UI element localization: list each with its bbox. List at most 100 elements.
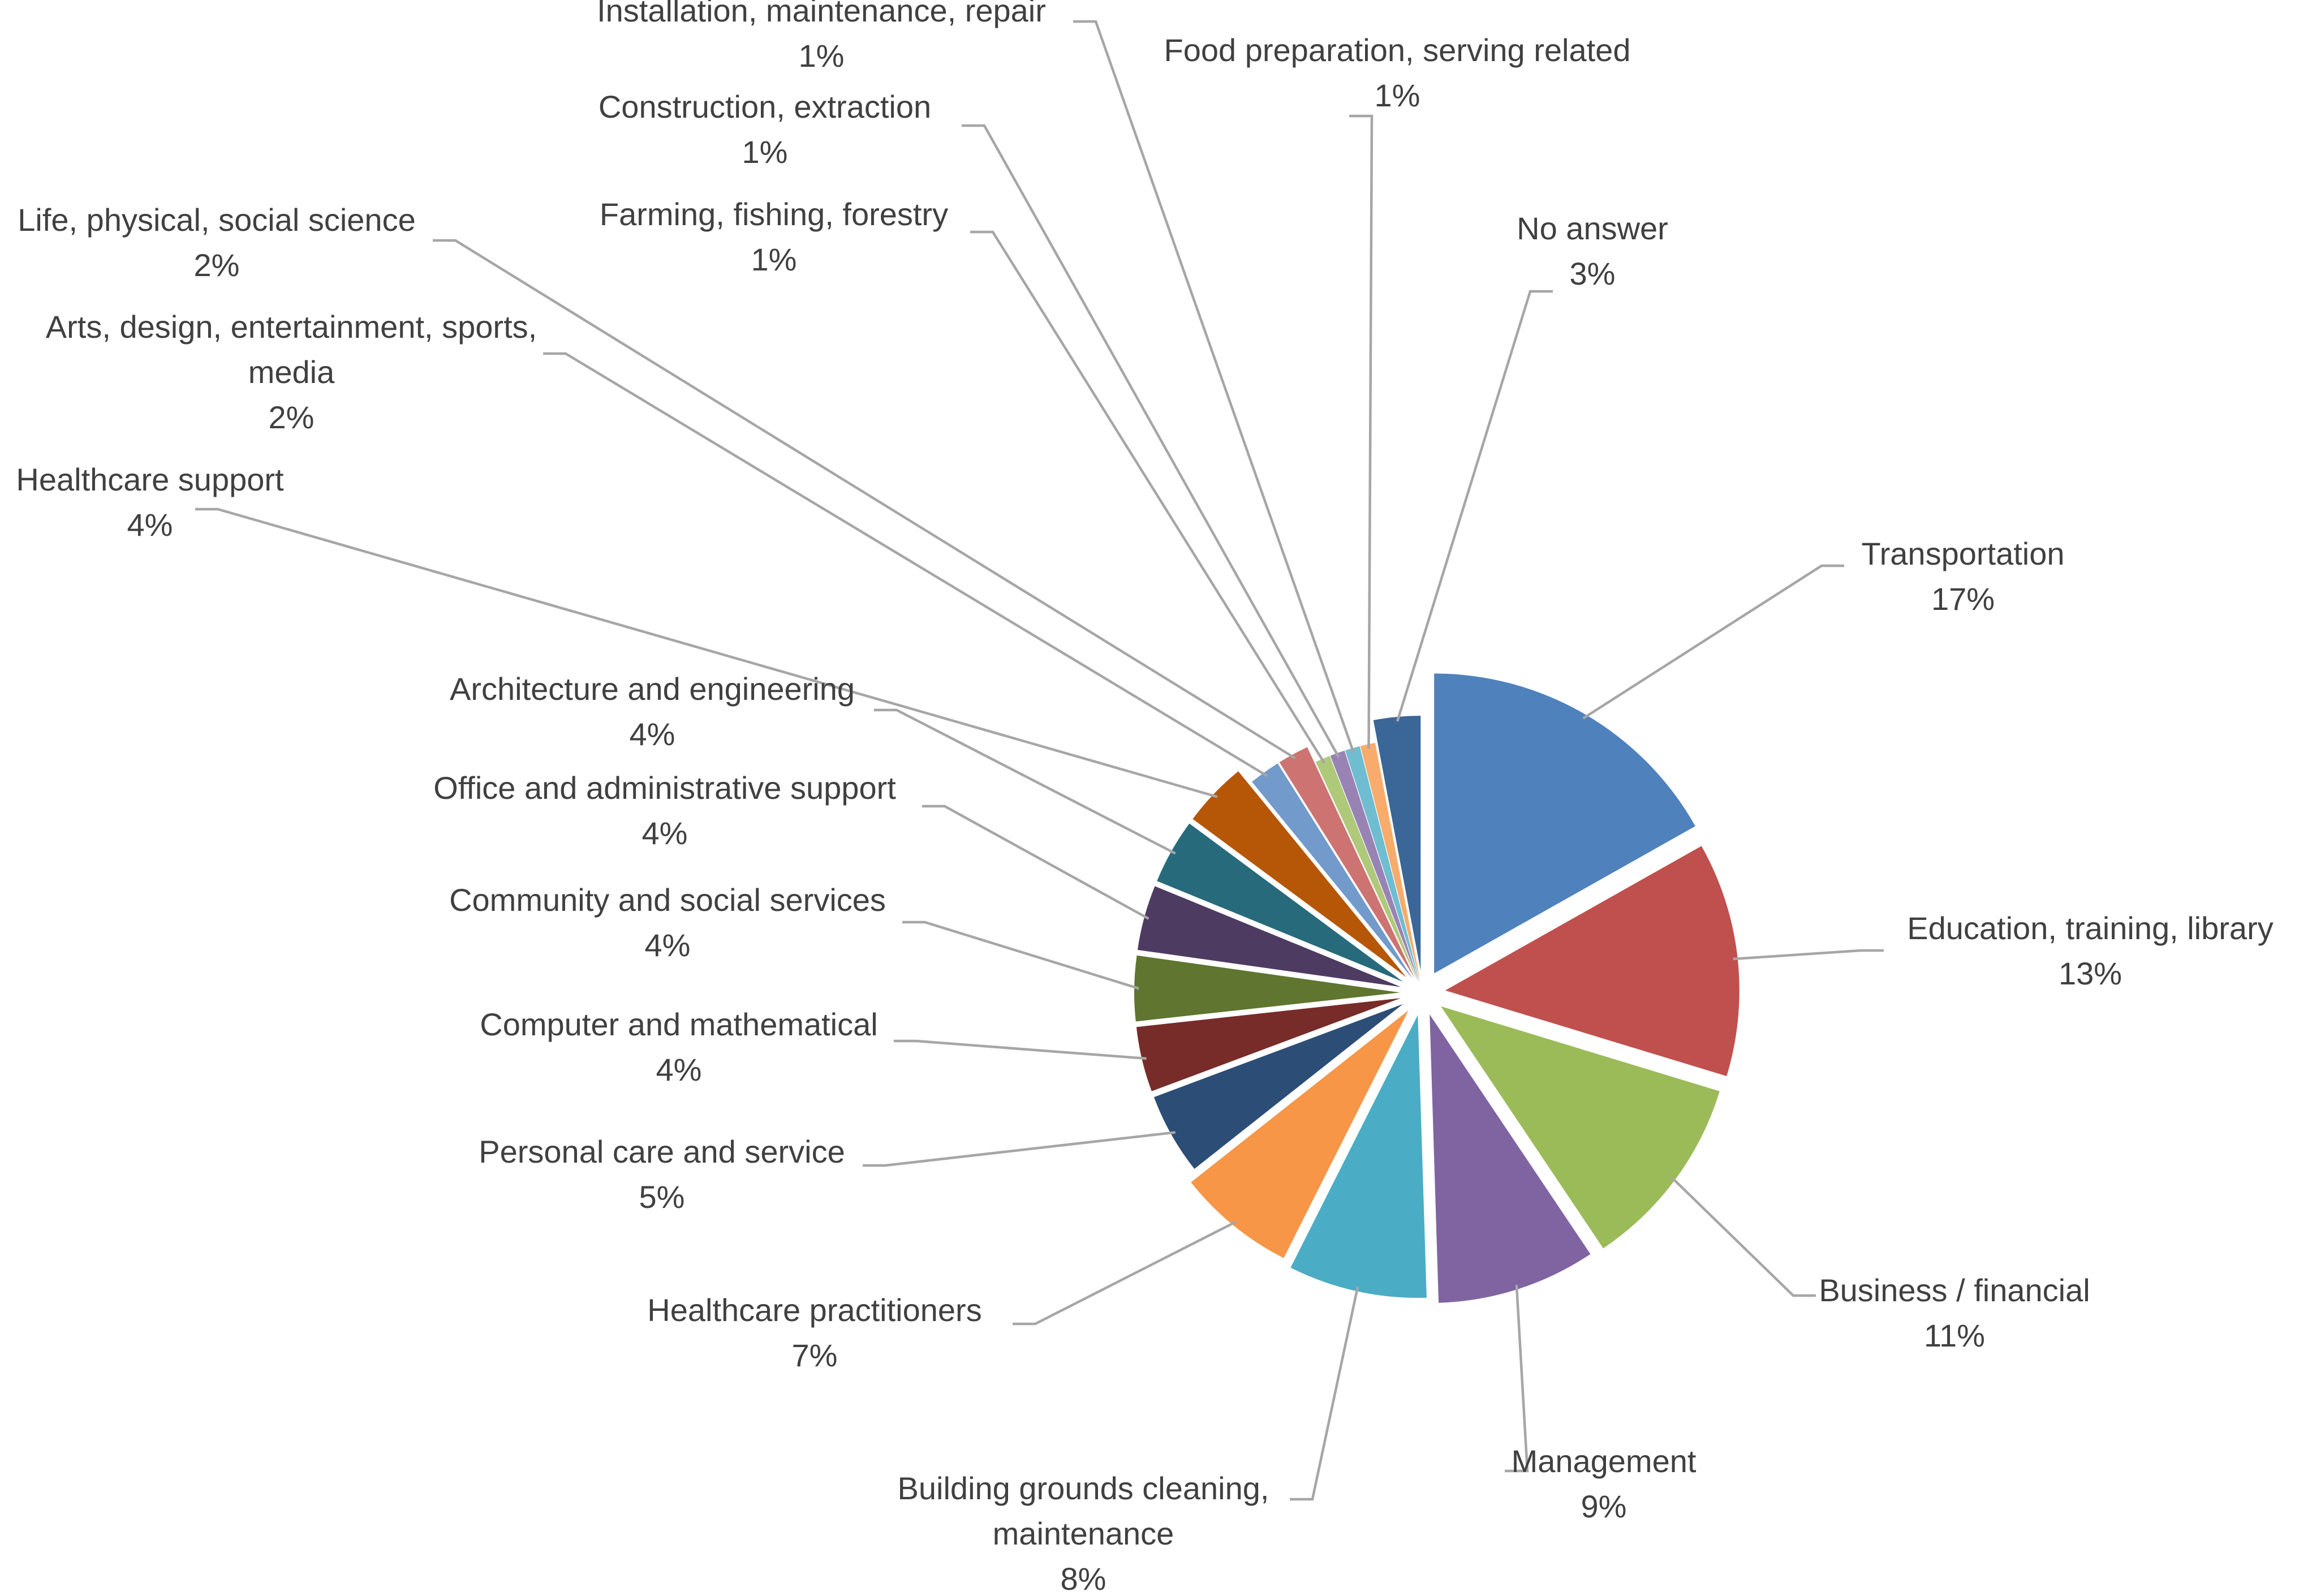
leader-line (1733, 949, 1884, 961)
pie-slice-food-preparation-serving-related (1360, 742, 1420, 982)
slice-category-label: media (248, 354, 335, 390)
leader-line (1396, 290, 1553, 722)
slice-category-label: No answer (1517, 210, 1668, 246)
leader-line (922, 805, 1149, 920)
slice-category-label: Construction, extraction (599, 89, 931, 124)
slice-value-label: 3% (1570, 256, 1616, 291)
slice-category-label: Community and social services (449, 882, 886, 918)
slice-value-label: 2% (269, 399, 315, 435)
slice-label: Education, training, library 13% (1907, 910, 2273, 991)
leader-line (902, 920, 1139, 990)
slice-category-label: Farming, fishing, forestry (600, 196, 948, 232)
slice-category-label: Business / financial (1819, 1272, 2090, 1308)
pie-slice-architecture-and-engineering (1157, 823, 1403, 982)
slice-category-label: Office and administrative support (433, 770, 896, 806)
slice-value-label: 1% (1375, 78, 1420, 113)
slice-label: Community and social services 4% (449, 882, 886, 963)
slice-value-label: 1% (751, 242, 797, 277)
slice-category-label: Education, training, library (1907, 910, 2273, 946)
slice-label: Farming, fishing, forestry 1% (600, 196, 948, 277)
slice-category-label: Life, physical, social science (18, 202, 415, 238)
leader-line (874, 708, 1176, 855)
pie-slice-farming-fishing-forestry (1315, 756, 1419, 983)
pie-slice-installation-maintenance-repair (1345, 746, 1420, 982)
slice-label: Management 9% (1512, 1443, 1697, 1524)
slice-value-label: 4% (656, 1052, 702, 1087)
slice-label: Healthcare practitioners 7% (647, 1292, 981, 1373)
slice-label: Life, physical, social science 2% (18, 202, 415, 283)
slice-category-label: Architecture and engineering (450, 671, 855, 707)
pie-slice-personal-care-and-service (1153, 1004, 1403, 1169)
slice-label: Food preparation, serving related 1% (1164, 32, 1631, 113)
slice-value-label: 4% (645, 927, 691, 963)
leader-line (1290, 1286, 1359, 1501)
pie-slice-business-financial (1441, 1006, 1720, 1249)
slice-category-label: Arts, design, entertainment, sports, (46, 309, 537, 345)
slice-label: Transportation 17% (1862, 536, 2065, 617)
leader-line (863, 1131, 1176, 1167)
slice-category-label: Management (1512, 1443, 1697, 1479)
slice-value-label: 13% (2059, 956, 2122, 991)
slice-value-label: 5% (639, 1179, 685, 1215)
slice-value-label: 2% (194, 247, 240, 283)
pie-slices (1134, 673, 1740, 1303)
slice-label: Personal care and service 5% (479, 1134, 845, 1215)
leader-lines (195, 20, 1884, 1501)
slice-label: Business / financial 11% (1819, 1272, 2090, 1353)
slice-value-label: 17% (1931, 581, 1995, 617)
pie-slice-community-and-social-services (1134, 955, 1401, 1022)
slice-value-label: 4% (630, 716, 675, 752)
pie-slice-arts-design-entertainment-sports-media (1252, 763, 1413, 979)
pie-slice-office-and-administrative-support (1137, 886, 1401, 987)
pie-slice-life-physical-social-science (1279, 747, 1415, 978)
slice-value-label: 1% (799, 38, 845, 74)
slice-label: Office and administrative support 4% (433, 770, 896, 851)
slice-label: Installation, maintenance, repair 1% (597, 0, 1046, 74)
slice-label: Healthcare support 4% (16, 462, 284, 543)
pie-slice-construction-extraction (1330, 750, 1419, 983)
slice-label: No answer 3% (1517, 210, 1668, 291)
leader-line (195, 507, 1218, 798)
slice-category-label: Transportation (1862, 536, 2065, 571)
slice-category-label: Building grounds cleaning, (898, 1470, 1269, 1506)
leader-line (962, 124, 1340, 758)
slice-label: Construction, extraction 1% (599, 89, 931, 170)
leader-line (543, 352, 1268, 777)
leader-line (1013, 1220, 1237, 1326)
slice-category-label: Installation, maintenance, repair (597, 0, 1046, 28)
slice-label: Building grounds cleaning, maintenance 8% (898, 1470, 1269, 1596)
slice-category-label: Computer and mathematical (480, 1006, 877, 1042)
leader-line (894, 1039, 1147, 1060)
leader-line (1670, 1176, 1816, 1297)
pie-slice-management (1430, 1014, 1591, 1303)
slice-value-label: 4% (642, 815, 688, 851)
pie-slice-no-answer (1373, 716, 1421, 971)
slice-category-label: Healthcare practitioners (647, 1292, 981, 1328)
pie-slice-building-grounds-cleaning-maintenance (1290, 1015, 1427, 1298)
pie-slice-healthcare-support (1192, 771, 1407, 978)
slice-value-label: 11% (1924, 1318, 1985, 1353)
slice-category-label: maintenance (993, 1516, 1174, 1551)
slice-labels: Transportation 17% Education, training, li… (16, 0, 2273, 1596)
pie-slice-healthcare-practitioners (1191, 1010, 1409, 1258)
leader-line (1349, 114, 1374, 749)
slice-label: Arts, design, entertainment, sports, medi… (46, 309, 537, 435)
pie-slice-education-training-library (1445, 846, 1740, 1077)
slice-category-label: Food preparation, serving related (1164, 32, 1631, 68)
slice-category-label: Personal care and service (479, 1134, 845, 1169)
pie-slice-computer-and-mathematical (1136, 998, 1401, 1091)
slice-value-label: 9% (1581, 1489, 1627, 1524)
leader-line (433, 239, 1296, 760)
slice-category-label: Healthcare support (16, 462, 284, 497)
leader-line (1505, 1284, 1529, 1473)
slice-value-label: 4% (127, 507, 173, 543)
slice-value-label: 1% (742, 134, 788, 170)
slice-value-label: 8% (1061, 1561, 1107, 1596)
slice-label: Computer and mathematical 4% (480, 1006, 877, 1087)
leader-line (1582, 564, 1844, 720)
leader-line (1073, 20, 1355, 753)
slice-label: Architecture and engineering 4% (450, 671, 855, 752)
pie-slice-transportation (1434, 673, 1695, 974)
leader-line (970, 230, 1326, 764)
